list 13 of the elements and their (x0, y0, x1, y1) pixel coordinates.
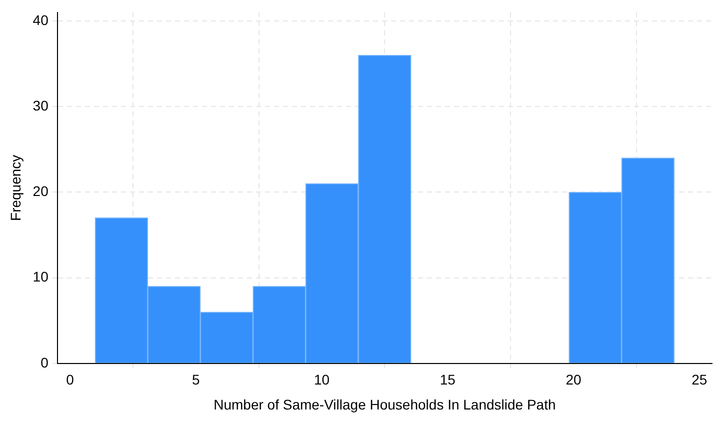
y-tick-label: 20 (32, 183, 49, 200)
x-tick-label: 10 (314, 372, 330, 388)
x-axis-title: Number of Same-Village Households In Landslide Path (214, 396, 556, 412)
y-tick-label: 10 (32, 268, 49, 285)
y-tick-label: 0 (40, 354, 49, 370)
y-axis-title: Frequency (7, 154, 24, 221)
x-tick-label: 20 (566, 372, 582, 388)
y-tick-label: 30 (32, 97, 49, 114)
x-tick-label: 0 (66, 372, 74, 388)
y-tick-label: 40 (32, 12, 49, 28)
x-tick-label: 15 (440, 372, 456, 388)
x-tick-label: 5 (192, 372, 200, 388)
x-tick-label: 25 (692, 372, 708, 388)
